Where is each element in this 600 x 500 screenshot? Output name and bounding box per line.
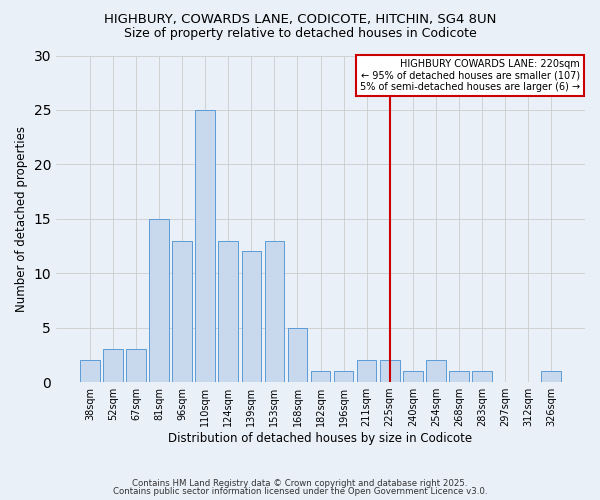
Text: Size of property relative to detached houses in Codicote: Size of property relative to detached ho… xyxy=(124,28,476,40)
Text: HIGHBURY COWARDS LANE: 220sqm
← 95% of detached houses are smaller (107)
5% of s: HIGHBURY COWARDS LANE: 220sqm ← 95% of d… xyxy=(359,59,580,92)
Bar xyxy=(541,371,561,382)
Bar xyxy=(265,240,284,382)
Bar xyxy=(172,240,192,382)
Text: Contains public sector information licensed under the Open Government Licence v3: Contains public sector information licen… xyxy=(113,487,487,496)
Text: Contains HM Land Registry data © Crown copyright and database right 2025.: Contains HM Land Registry data © Crown c… xyxy=(132,478,468,488)
Bar xyxy=(472,371,492,382)
Bar xyxy=(311,371,331,382)
Bar xyxy=(196,110,215,382)
Bar xyxy=(80,360,100,382)
Bar xyxy=(287,328,307,382)
Bar xyxy=(149,219,169,382)
Bar xyxy=(334,371,353,382)
Bar xyxy=(380,360,400,382)
X-axis label: Distribution of detached houses by size in Codicote: Distribution of detached houses by size … xyxy=(169,432,473,445)
Bar xyxy=(403,371,422,382)
Text: HIGHBURY, COWARDS LANE, CODICOTE, HITCHIN, SG4 8UN: HIGHBURY, COWARDS LANE, CODICOTE, HITCHI… xyxy=(104,12,496,26)
Bar xyxy=(449,371,469,382)
Y-axis label: Number of detached properties: Number of detached properties xyxy=(15,126,28,312)
Bar xyxy=(357,360,376,382)
Bar xyxy=(103,350,123,382)
Bar xyxy=(218,240,238,382)
Bar xyxy=(126,350,146,382)
Bar xyxy=(242,252,261,382)
Bar xyxy=(426,360,446,382)
